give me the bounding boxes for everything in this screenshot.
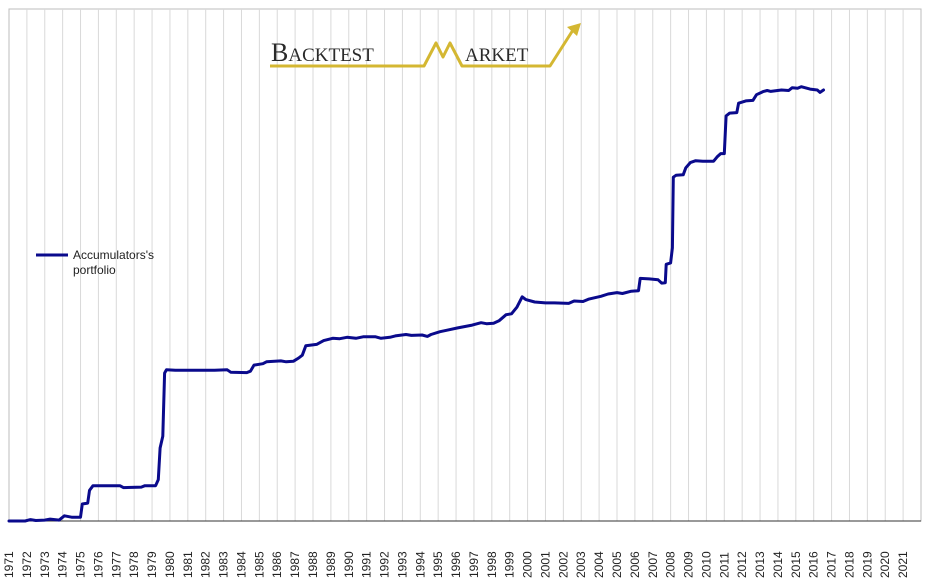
logo-gold-underline-m: [270, 29, 575, 68]
logo-arrow-icon: [567, 23, 581, 36]
x-tick-label-2001: 2001: [538, 551, 552, 578]
x-tick-label-1975: 1975: [74, 551, 88, 578]
x-tick-label-1972: 1972: [20, 551, 34, 578]
x-tick-label-2009: 2009: [682, 551, 696, 578]
x-tick-label-1982: 1982: [199, 551, 213, 578]
x-tick-label-1983: 1983: [217, 551, 231, 578]
x-tick-label-1971: 1971: [2, 551, 16, 578]
x-tick-label-2013: 2013: [753, 551, 767, 578]
x-tick-label-2003: 2003: [574, 551, 588, 578]
logo-word-backtest: BACKTEST: [271, 38, 374, 67]
x-tick-label-2010: 2010: [699, 551, 713, 578]
x-tick-label-1998: 1998: [485, 551, 499, 578]
plot-area: [8, 8, 922, 522]
x-tick-label-2018: 2018: [842, 551, 856, 578]
x-tick-label-2020: 2020: [878, 551, 892, 578]
x-tick-label-2019: 2019: [860, 551, 874, 578]
x-tick-label-1989: 1989: [324, 551, 338, 578]
legend-label-line1: Accumulators's: [73, 248, 154, 262]
x-tick-label-1994: 1994: [413, 551, 427, 578]
x-tick-label-2002: 2002: [556, 551, 570, 578]
x-tick-label-1978: 1978: [127, 551, 141, 578]
x-tick-label-1987: 1987: [288, 551, 302, 578]
x-tick-label-2014: 2014: [771, 551, 785, 578]
x-tick-label-1999: 1999: [503, 551, 517, 578]
legend-label-line2: portfolio: [73, 263, 116, 277]
x-tick-label-2016: 2016: [807, 551, 821, 578]
x-tick-label-1993: 1993: [395, 551, 409, 578]
x-tick-label-1988: 1988: [306, 551, 320, 578]
x-tick-label-1977: 1977: [109, 551, 123, 578]
x-tick-label-2008: 2008: [664, 551, 678, 578]
x-tick-label-1984: 1984: [234, 551, 248, 578]
x-axis-tick-labels: 1971 1972 1973 1974 1975 1976 1977 1978 1979 1980…: [2, 551, 910, 578]
backtest-market-logo: BACKTEST ARKET: [270, 23, 581, 68]
x-tick-label-2021: 2021: [896, 551, 910, 578]
x-tick-label-1996: 1996: [449, 551, 463, 578]
x-tick-label-1997: 1997: [467, 551, 481, 578]
x-tick-label-1976: 1976: [91, 551, 105, 578]
x-tick-label-1992: 1992: [378, 551, 392, 578]
x-tick-label-2004: 2004: [592, 551, 606, 578]
gridlines: [26, 9, 904, 521]
x-tick-label-2000: 2000: [521, 551, 535, 578]
x-tick-label-2015: 2015: [789, 551, 803, 578]
x-tick-label-1973: 1973: [38, 551, 52, 578]
x-tick-label-1974: 1974: [56, 551, 70, 578]
x-tick-label-2006: 2006: [628, 551, 642, 578]
series-line-accumulators-portfolio: [7, 85, 825, 523]
legend: Accumulators's portfolio: [36, 248, 154, 277]
x-tick-label-1990: 1990: [342, 551, 356, 578]
x-tick-label-1986: 1986: [270, 551, 284, 578]
x-tick-label-2005: 2005: [610, 551, 624, 578]
x-tick-label-1991: 1991: [360, 551, 374, 578]
x-tick-label-2007: 2007: [646, 551, 660, 578]
x-tick-label-2017: 2017: [825, 551, 839, 578]
x-tick-label-2012: 2012: [735, 551, 749, 578]
logo-word-market: ARKET: [465, 45, 529, 66]
x-tick-label-1979: 1979: [145, 551, 159, 578]
x-tick-label-1980: 1980: [163, 551, 177, 578]
x-tick-label-1985: 1985: [252, 551, 266, 578]
x-tick-label-1995: 1995: [431, 551, 445, 578]
x-tick-label-1981: 1981: [181, 551, 195, 578]
x-tick-label-2011: 2011: [717, 552, 731, 578]
